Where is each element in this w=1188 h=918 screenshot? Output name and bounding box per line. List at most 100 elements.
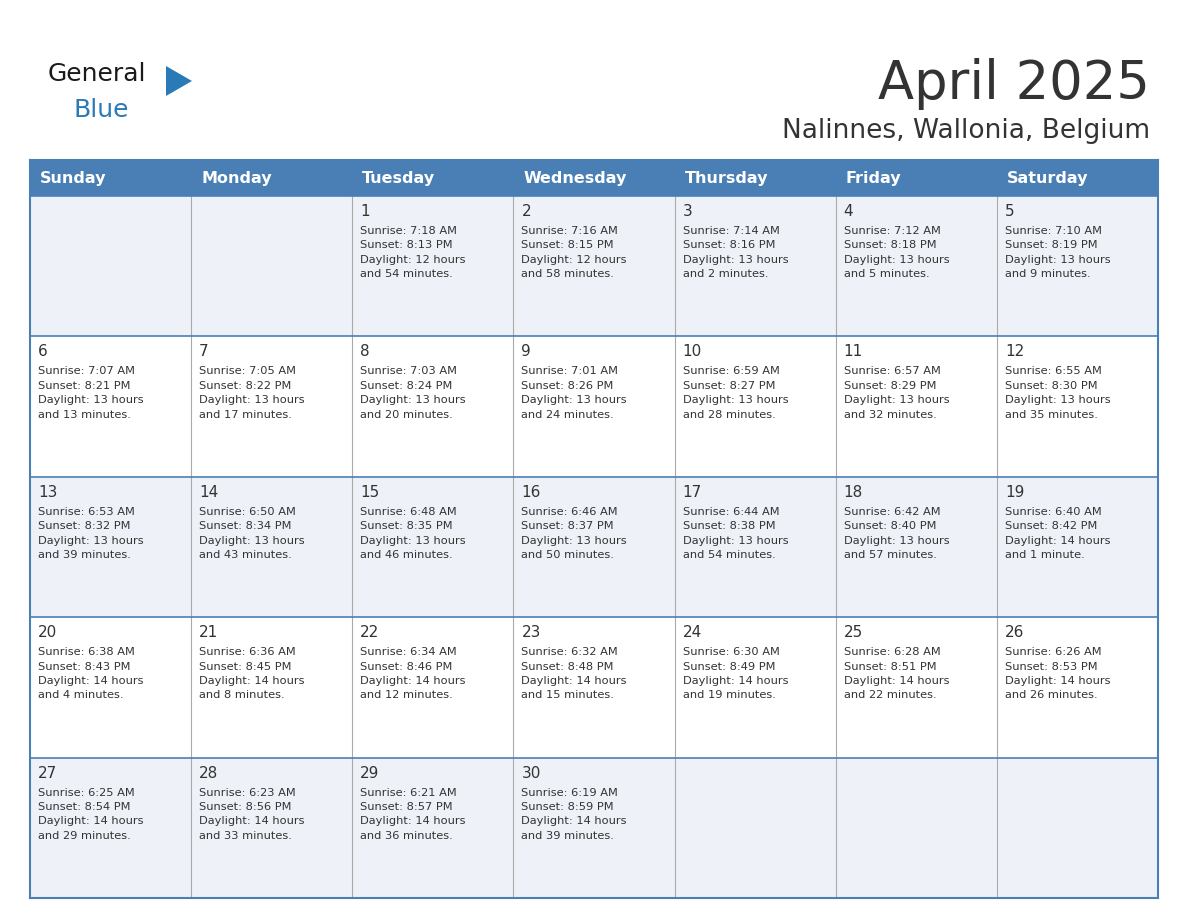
Bar bbox=[997, 476, 1158, 617]
Text: 19: 19 bbox=[1005, 485, 1024, 499]
Bar bbox=[353, 160, 513, 196]
Text: Sunrise: 7:18 AM
Sunset: 8:13 PM
Daylight: 12 hours
and 54 minutes.: Sunrise: 7:18 AM Sunset: 8:13 PM Dayligh… bbox=[360, 226, 466, 279]
Text: 17: 17 bbox=[683, 485, 702, 499]
Text: Sunrise: 6:38 AM
Sunset: 8:43 PM
Daylight: 14 hours
and 4 minutes.: Sunrise: 6:38 AM Sunset: 8:43 PM Dayligh… bbox=[38, 647, 144, 700]
Text: Sunday: Sunday bbox=[40, 171, 107, 185]
Bar bbox=[191, 160, 353, 196]
Bar bbox=[997, 336, 1158, 476]
Bar bbox=[353, 757, 513, 898]
Text: Sunrise: 7:01 AM
Sunset: 8:26 PM
Daylight: 13 hours
and 24 minutes.: Sunrise: 7:01 AM Sunset: 8:26 PM Dayligh… bbox=[522, 366, 627, 420]
Bar bbox=[353, 196, 513, 336]
Text: Sunrise: 7:16 AM
Sunset: 8:15 PM
Daylight: 12 hours
and 58 minutes.: Sunrise: 7:16 AM Sunset: 8:15 PM Dayligh… bbox=[522, 226, 627, 279]
Bar bbox=[997, 196, 1158, 336]
Text: 4: 4 bbox=[843, 204, 853, 219]
Text: Sunrise: 6:42 AM
Sunset: 8:40 PM
Daylight: 13 hours
and 57 minutes.: Sunrise: 6:42 AM Sunset: 8:40 PM Dayligh… bbox=[843, 507, 949, 560]
Text: 7: 7 bbox=[200, 344, 209, 360]
Bar bbox=[835, 196, 997, 336]
Bar bbox=[353, 336, 513, 476]
Text: 20: 20 bbox=[38, 625, 57, 640]
Bar bbox=[513, 336, 675, 476]
Text: Sunrise: 7:12 AM
Sunset: 8:18 PM
Daylight: 13 hours
and 5 minutes.: Sunrise: 7:12 AM Sunset: 8:18 PM Dayligh… bbox=[843, 226, 949, 279]
Text: 9: 9 bbox=[522, 344, 531, 360]
Text: 1: 1 bbox=[360, 204, 369, 219]
Text: 22: 22 bbox=[360, 625, 379, 640]
Bar bbox=[675, 476, 835, 617]
Text: 15: 15 bbox=[360, 485, 379, 499]
Text: Sunrise: 6:57 AM
Sunset: 8:29 PM
Daylight: 13 hours
and 32 minutes.: Sunrise: 6:57 AM Sunset: 8:29 PM Dayligh… bbox=[843, 366, 949, 420]
Bar bbox=[30, 160, 191, 196]
Text: Sunrise: 6:36 AM
Sunset: 8:45 PM
Daylight: 14 hours
and 8 minutes.: Sunrise: 6:36 AM Sunset: 8:45 PM Dayligh… bbox=[200, 647, 304, 700]
Bar bbox=[30, 196, 191, 336]
Bar bbox=[997, 617, 1158, 757]
Text: General: General bbox=[48, 62, 146, 86]
Text: 30: 30 bbox=[522, 766, 541, 780]
Bar bbox=[675, 336, 835, 476]
Text: Sunrise: 6:40 AM
Sunset: 8:42 PM
Daylight: 14 hours
and 1 minute.: Sunrise: 6:40 AM Sunset: 8:42 PM Dayligh… bbox=[1005, 507, 1111, 560]
Text: Sunrise: 6:25 AM
Sunset: 8:54 PM
Daylight: 14 hours
and 29 minutes.: Sunrise: 6:25 AM Sunset: 8:54 PM Dayligh… bbox=[38, 788, 144, 841]
Bar bbox=[191, 336, 353, 476]
Text: 3: 3 bbox=[683, 204, 693, 219]
Text: 6: 6 bbox=[38, 344, 48, 360]
Text: Sunrise: 6:44 AM
Sunset: 8:38 PM
Daylight: 13 hours
and 54 minutes.: Sunrise: 6:44 AM Sunset: 8:38 PM Dayligh… bbox=[683, 507, 788, 560]
Text: 16: 16 bbox=[522, 485, 541, 499]
Text: Blue: Blue bbox=[74, 98, 129, 122]
Text: 13: 13 bbox=[38, 485, 57, 499]
Bar bbox=[835, 160, 997, 196]
Text: Sunrise: 6:50 AM
Sunset: 8:34 PM
Daylight: 13 hours
and 43 minutes.: Sunrise: 6:50 AM Sunset: 8:34 PM Dayligh… bbox=[200, 507, 305, 560]
Bar bbox=[835, 336, 997, 476]
Text: Sunrise: 6:59 AM
Sunset: 8:27 PM
Daylight: 13 hours
and 28 minutes.: Sunrise: 6:59 AM Sunset: 8:27 PM Dayligh… bbox=[683, 366, 788, 420]
Text: 8: 8 bbox=[360, 344, 369, 360]
Bar bbox=[30, 617, 191, 757]
Text: Sunrise: 7:05 AM
Sunset: 8:22 PM
Daylight: 13 hours
and 17 minutes.: Sunrise: 7:05 AM Sunset: 8:22 PM Dayligh… bbox=[200, 366, 305, 420]
Text: 23: 23 bbox=[522, 625, 541, 640]
Bar bbox=[675, 757, 835, 898]
Bar bbox=[191, 617, 353, 757]
Text: 24: 24 bbox=[683, 625, 702, 640]
Text: Sunrise: 6:48 AM
Sunset: 8:35 PM
Daylight: 13 hours
and 46 minutes.: Sunrise: 6:48 AM Sunset: 8:35 PM Dayligh… bbox=[360, 507, 466, 560]
Bar bbox=[835, 476, 997, 617]
Text: 2: 2 bbox=[522, 204, 531, 219]
Bar bbox=[513, 617, 675, 757]
Bar bbox=[513, 160, 675, 196]
Text: 5: 5 bbox=[1005, 204, 1015, 219]
Text: 10: 10 bbox=[683, 344, 702, 360]
Text: Sunrise: 6:26 AM
Sunset: 8:53 PM
Daylight: 14 hours
and 26 minutes.: Sunrise: 6:26 AM Sunset: 8:53 PM Dayligh… bbox=[1005, 647, 1111, 700]
Bar bbox=[675, 617, 835, 757]
Bar bbox=[513, 757, 675, 898]
Text: Sunrise: 6:19 AM
Sunset: 8:59 PM
Daylight: 14 hours
and 39 minutes.: Sunrise: 6:19 AM Sunset: 8:59 PM Dayligh… bbox=[522, 788, 627, 841]
Text: 28: 28 bbox=[200, 766, 219, 780]
Text: Tuesday: Tuesday bbox=[362, 171, 436, 185]
Bar bbox=[353, 617, 513, 757]
Bar bbox=[30, 476, 191, 617]
Text: Sunrise: 6:46 AM
Sunset: 8:37 PM
Daylight: 13 hours
and 50 minutes.: Sunrise: 6:46 AM Sunset: 8:37 PM Dayligh… bbox=[522, 507, 627, 560]
Text: Sunrise: 6:21 AM
Sunset: 8:57 PM
Daylight: 14 hours
and 36 minutes.: Sunrise: 6:21 AM Sunset: 8:57 PM Dayligh… bbox=[360, 788, 466, 841]
Text: April 2025: April 2025 bbox=[878, 58, 1150, 110]
Text: Sunrise: 7:07 AM
Sunset: 8:21 PM
Daylight: 13 hours
and 13 minutes.: Sunrise: 7:07 AM Sunset: 8:21 PM Dayligh… bbox=[38, 366, 144, 420]
Text: Friday: Friday bbox=[846, 171, 902, 185]
Text: Sunrise: 6:32 AM
Sunset: 8:48 PM
Daylight: 14 hours
and 15 minutes.: Sunrise: 6:32 AM Sunset: 8:48 PM Dayligh… bbox=[522, 647, 627, 700]
Bar bbox=[191, 196, 353, 336]
Bar bbox=[191, 476, 353, 617]
Bar bbox=[675, 196, 835, 336]
Bar bbox=[835, 617, 997, 757]
Text: Wednesday: Wednesday bbox=[524, 171, 627, 185]
Text: Sunrise: 6:34 AM
Sunset: 8:46 PM
Daylight: 14 hours
and 12 minutes.: Sunrise: 6:34 AM Sunset: 8:46 PM Dayligh… bbox=[360, 647, 466, 700]
Bar bbox=[997, 757, 1158, 898]
Text: Sunrise: 6:53 AM
Sunset: 8:32 PM
Daylight: 13 hours
and 39 minutes.: Sunrise: 6:53 AM Sunset: 8:32 PM Dayligh… bbox=[38, 507, 144, 560]
Text: Sunrise: 6:28 AM
Sunset: 8:51 PM
Daylight: 14 hours
and 22 minutes.: Sunrise: 6:28 AM Sunset: 8:51 PM Dayligh… bbox=[843, 647, 949, 700]
Bar bbox=[353, 476, 513, 617]
Text: Sunrise: 7:03 AM
Sunset: 8:24 PM
Daylight: 13 hours
and 20 minutes.: Sunrise: 7:03 AM Sunset: 8:24 PM Dayligh… bbox=[360, 366, 466, 420]
Text: 12: 12 bbox=[1005, 344, 1024, 360]
Text: Sunrise: 7:10 AM
Sunset: 8:19 PM
Daylight: 13 hours
and 9 minutes.: Sunrise: 7:10 AM Sunset: 8:19 PM Dayligh… bbox=[1005, 226, 1111, 279]
Text: 25: 25 bbox=[843, 625, 862, 640]
Bar bbox=[675, 160, 835, 196]
Text: Thursday: Thursday bbox=[684, 171, 769, 185]
Bar bbox=[997, 160, 1158, 196]
Bar bbox=[191, 757, 353, 898]
Polygon shape bbox=[166, 66, 192, 96]
Text: Sunrise: 7:14 AM
Sunset: 8:16 PM
Daylight: 13 hours
and 2 minutes.: Sunrise: 7:14 AM Sunset: 8:16 PM Dayligh… bbox=[683, 226, 788, 279]
Bar bbox=[513, 196, 675, 336]
Text: Saturday: Saturday bbox=[1007, 171, 1088, 185]
Text: Sunrise: 6:30 AM
Sunset: 8:49 PM
Daylight: 14 hours
and 19 minutes.: Sunrise: 6:30 AM Sunset: 8:49 PM Dayligh… bbox=[683, 647, 788, 700]
Bar bbox=[30, 757, 191, 898]
